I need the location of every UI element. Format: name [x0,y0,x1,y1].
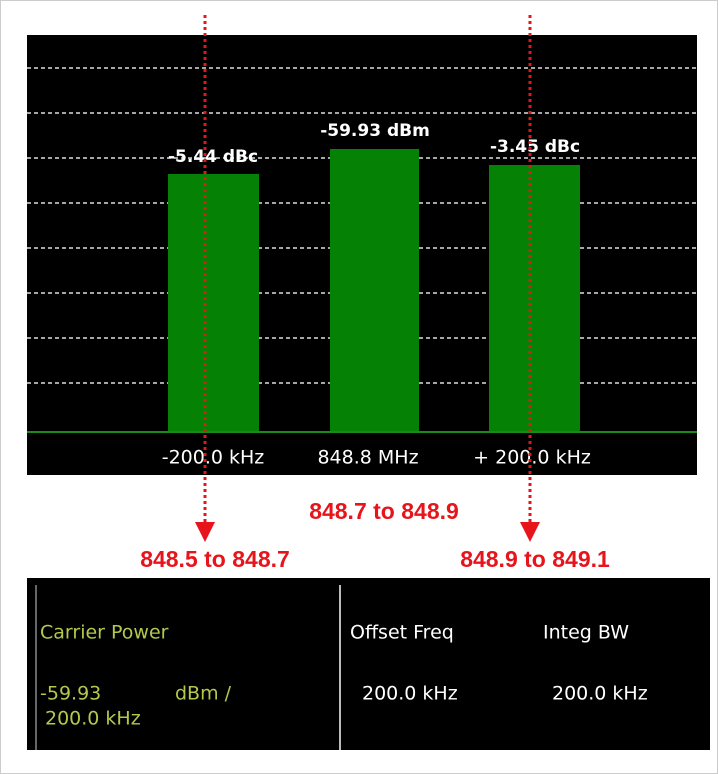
annotation: 848.7 to 848.9 [309,498,459,524]
axis-label: -200.0 kHz [162,447,265,469]
value: -59.93 [40,683,101,705]
arrowhead [195,522,215,542]
bandwidth: 200.0 kHz [45,708,141,730]
arrows [203,15,532,525]
bar-label: -59.93 dBm [320,121,430,141]
header: Offset Freq [350,622,454,644]
axis-label: 848.8 MHz [317,447,418,469]
annotation: 848.9 to 849.1 [460,546,610,572]
axis-label: + 200.0 kHz [473,447,591,469]
bar-label: -3.45 dBc [490,137,580,157]
unit: dBm / [175,683,232,705]
bar [489,165,580,432]
header: Integ BW [543,622,629,644]
header: Carrier Power [40,622,169,644]
results-panel [27,578,710,750]
value: 200.0 kHz [362,683,458,705]
bar-label: -5.44 dBc [168,147,258,167]
arrowhead [520,522,540,542]
value: 200.0 kHz [552,683,648,705]
bar [168,174,259,432]
bar [330,149,419,432]
annotation: 848.5 to 848.7 [140,546,290,572]
